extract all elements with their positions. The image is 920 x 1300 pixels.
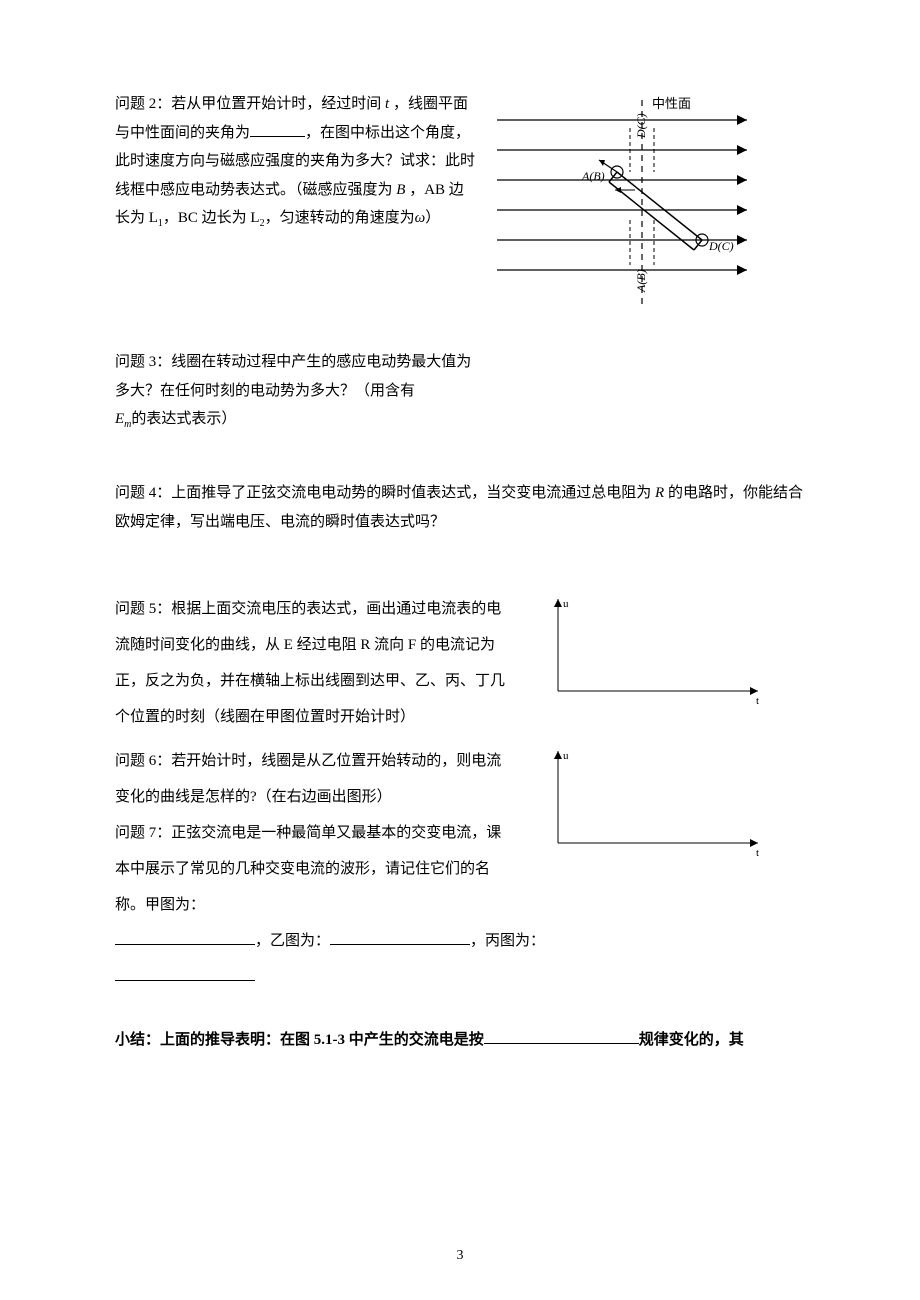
summary-block: 小结：上面的推导表明：在图 5.1-3 中产生的交流电是按 规律变化的，其 xyxy=(115,1025,805,1055)
q4-label: 问题 4： xyxy=(115,485,171,501)
q6-label: 问题 6： xyxy=(115,753,171,769)
neutral-plane-label: 中性面 xyxy=(652,96,691,111)
q7-t3: ，丙图为： xyxy=(470,933,545,949)
q2-t7: ） xyxy=(425,210,440,226)
q6-text: 若开始计时，线圈是从乙位置开始转动的，则电流变化的曲线是怎样的?（在右边画出图形… xyxy=(115,753,501,805)
field-arrowhead-icon xyxy=(737,115,747,125)
q4-t1: 上面推导了正弦交流电电动势的瞬时值表达式，当交变电流通过总电阻为 xyxy=(171,485,655,501)
label-AB-bottom: A(B) xyxy=(634,269,648,293)
blank-bing[interactable] xyxy=(115,966,255,981)
label-DC-top: D(C) xyxy=(634,113,648,139)
q7-t2: ，乙图为： xyxy=(255,933,330,949)
y-label-2: u xyxy=(563,750,569,762)
q5-text: 根据上面交流电压的表达式，画出通过电流表的电流随时间变化的曲线，从 E 经过电阻… xyxy=(115,601,505,725)
q3-label: 问题 3： xyxy=(115,354,171,370)
q3-t2: 的表达式表示） xyxy=(131,411,236,427)
blank-jia[interactable] xyxy=(115,930,255,945)
y-arrowhead-2-icon xyxy=(554,751,562,759)
field-arrowhead-icon xyxy=(737,235,747,245)
magnetic-field-diagram: 中性面 A(B) D(C) D(C) A(B) xyxy=(487,90,777,320)
axes-svg-2: u t xyxy=(533,743,768,873)
label-DC-right: D(C) xyxy=(708,239,734,253)
question-5-block: 问题 5：根据上面交流电压的表达式，画出通过电流表的电流随时间变化的曲线，从 E… xyxy=(115,591,805,735)
q7-wrap: 问题 7：正弦交流电是一种最简单又最基本的交变电流，课本中展示了常见的几种交变电… xyxy=(115,815,515,923)
q2-t5: ，BC 边长为 L xyxy=(163,210,260,226)
x-arrowhead-2-icon xyxy=(750,839,758,847)
question-2-block: 问题 2：若从甲位置开始计时，经过时间 t ，线圈平面与中性面间的夹角为，在图中… xyxy=(115,90,805,320)
q7-label: 问题 7： xyxy=(115,825,171,841)
axes-plot-2: u t xyxy=(533,743,768,873)
blank-yi[interactable] xyxy=(330,930,470,945)
q2-label: 问题 2： xyxy=(115,96,171,112)
x-label-1: t xyxy=(756,695,759,707)
question-7-blanks: ，乙图为： ，丙图为： xyxy=(115,923,805,995)
q4-var-R: R xyxy=(655,485,664,501)
q2-t6: ，匀速转动的角速度为 xyxy=(265,210,415,226)
summary-t1: 小结：上面的推导表明：在图 5.1-3 中产生的交流电是按 xyxy=(115,1032,484,1048)
question-6-7-block: 问题 6：若开始计时，线圈是从乙位置开始转动的，则电流变化的曲线是怎样的?（在右… xyxy=(115,743,805,923)
page-number: 3 xyxy=(457,1243,464,1270)
summary-t2: 规律变化的，其 xyxy=(639,1032,744,1048)
q5-label: 问题 5： xyxy=(115,601,171,617)
field-arrowhead-icon xyxy=(737,175,747,185)
label-AB-top: A(B) xyxy=(581,169,605,183)
field-arrowhead-icon xyxy=(737,265,747,275)
q3-Em: E xyxy=(115,411,124,427)
field-arrowhead-icon xyxy=(737,145,747,155)
field-diagram-svg: 中性面 A(B) D(C) D(C) A(B) xyxy=(487,90,777,320)
q2-var-omega: ω xyxy=(415,210,426,226)
question-6-7-text: 问题 6：若开始计时，线圈是从乙位置开始转动的，则电流变化的曲线是怎样的?（在右… xyxy=(115,743,515,923)
axes-plot-1: u t xyxy=(533,591,768,721)
x-label-2: t xyxy=(756,847,759,859)
axes-svg-1: u t xyxy=(533,591,768,721)
coil-right-side xyxy=(694,240,702,250)
q6-wrap: 问题 6：若开始计时，线圈是从乙位置开始转动的，则电流变化的曲线是怎样的?（在右… xyxy=(115,743,515,815)
blank-rule[interactable] xyxy=(484,1029,639,1044)
y-arrowhead-1-icon xyxy=(554,599,562,607)
field-arrowhead-icon xyxy=(737,205,747,215)
question-3-block: 问题 3：线圈在转动过程中产生的感应电动势最大值为多大？在任何时刻的电动势为多大… xyxy=(115,348,475,434)
x-arrowhead-1-icon xyxy=(750,687,758,695)
y-label-1: u xyxy=(563,598,569,610)
question-2-text: 问题 2：若从甲位置开始计时，经过时间 t ，线圈平面与中性面间的夹角为，在图中… xyxy=(115,90,475,233)
q2-t1: 若从甲位置开始计时，经过时间 xyxy=(171,96,385,112)
question-5-text: 问题 5：根据上面交流电压的表达式，画出通过电流表的电流随时间变化的曲线，从 E… xyxy=(115,591,515,735)
blank-angle[interactable] xyxy=(250,122,305,137)
q7-t1: 正弦交流电是一种最简单又最基本的交变电流，课本中展示了常见的几种交变电流的波形，… xyxy=(115,825,501,913)
question-4-block: 问题 4：上面推导了正弦交流电电动势的瞬时值表达式，当交变电流通过总电阻为 R … xyxy=(115,479,805,536)
